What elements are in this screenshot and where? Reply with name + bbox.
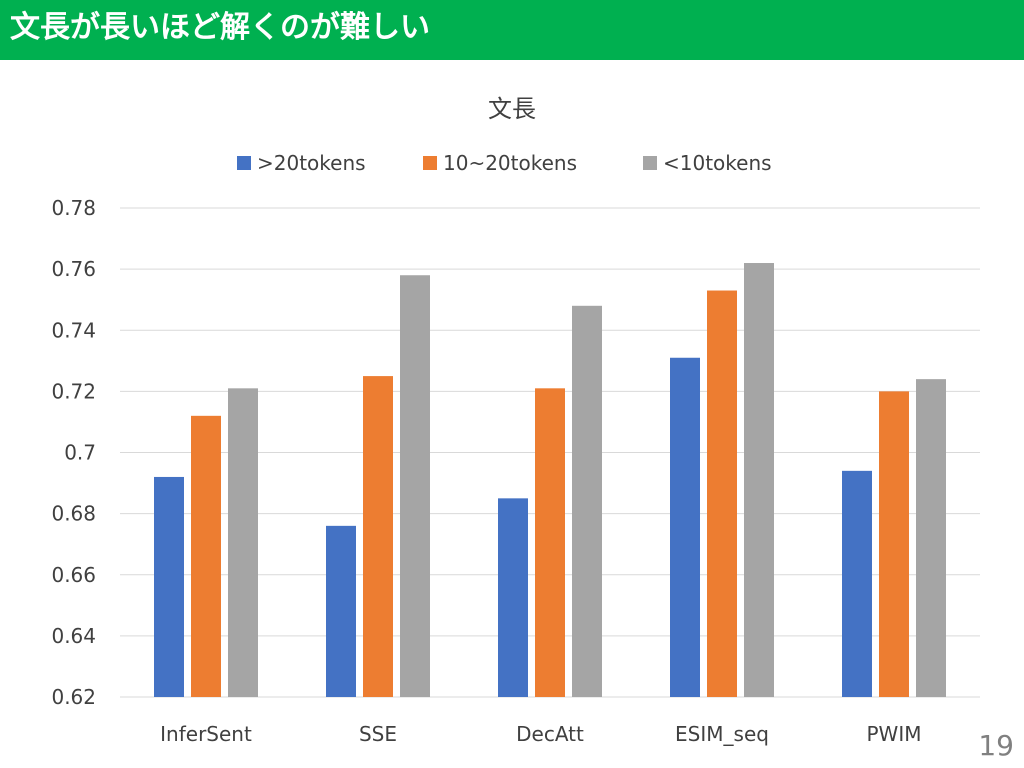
- legend-swatch: [643, 156, 657, 170]
- bar: [535, 388, 565, 697]
- page-number: 19: [978, 729, 1014, 762]
- y-tick-label: 0.72: [51, 379, 96, 403]
- x-tick-label: InferSent: [160, 722, 252, 746]
- bar: [228, 388, 258, 697]
- bar: [744, 263, 774, 697]
- y-tick-label: 0.76: [51, 257, 96, 281]
- bar: [154, 476, 184, 697]
- y-tick-label: 0.62: [51, 685, 96, 709]
- x-tick-label: PWIM: [867, 722, 922, 746]
- legend-swatch: [423, 156, 437, 170]
- bar: [363, 376, 393, 697]
- x-tick-label: DecAtt: [516, 722, 584, 746]
- bar: [326, 525, 356, 697]
- legend-label: >20tokens: [257, 151, 366, 175]
- chart-title: 文長: [488, 95, 536, 123]
- x-tick-label: SSE: [359, 722, 397, 746]
- slide-title: 文長が長いほど解くのが難しい: [10, 10, 430, 45]
- x-tick-label: ESIM_seq: [675, 722, 769, 746]
- bar: [842, 470, 872, 697]
- bar: [879, 391, 909, 697]
- y-tick-label: 0.68: [51, 502, 96, 526]
- bar: [498, 498, 528, 697]
- bar: [400, 275, 430, 697]
- y-tick-label: 0.64: [51, 624, 96, 648]
- y-tick-label: 0.7: [64, 441, 96, 465]
- bar: [707, 290, 737, 697]
- bar: [191, 415, 221, 697]
- bar-chart: 文長 0.62 0.64 0.66 0.68 0.7 0.72 0.74 0.76 0.78 Inf…: [51, 95, 980, 746]
- legend-label: 10~20tokens: [443, 151, 577, 175]
- y-tick-label: 0.78: [51, 196, 96, 220]
- header-bar: 文長が長いほど解くのが難しい: [0, 0, 1024, 60]
- legend-swatch: [237, 156, 251, 170]
- y-tick-label: 0.66: [51, 563, 96, 587]
- y-tick-label: 0.74: [51, 318, 96, 342]
- bar: [670, 357, 700, 697]
- legend-label: <10tokens: [663, 151, 772, 175]
- bar: [916, 379, 946, 697]
- bar: [572, 305, 602, 697]
